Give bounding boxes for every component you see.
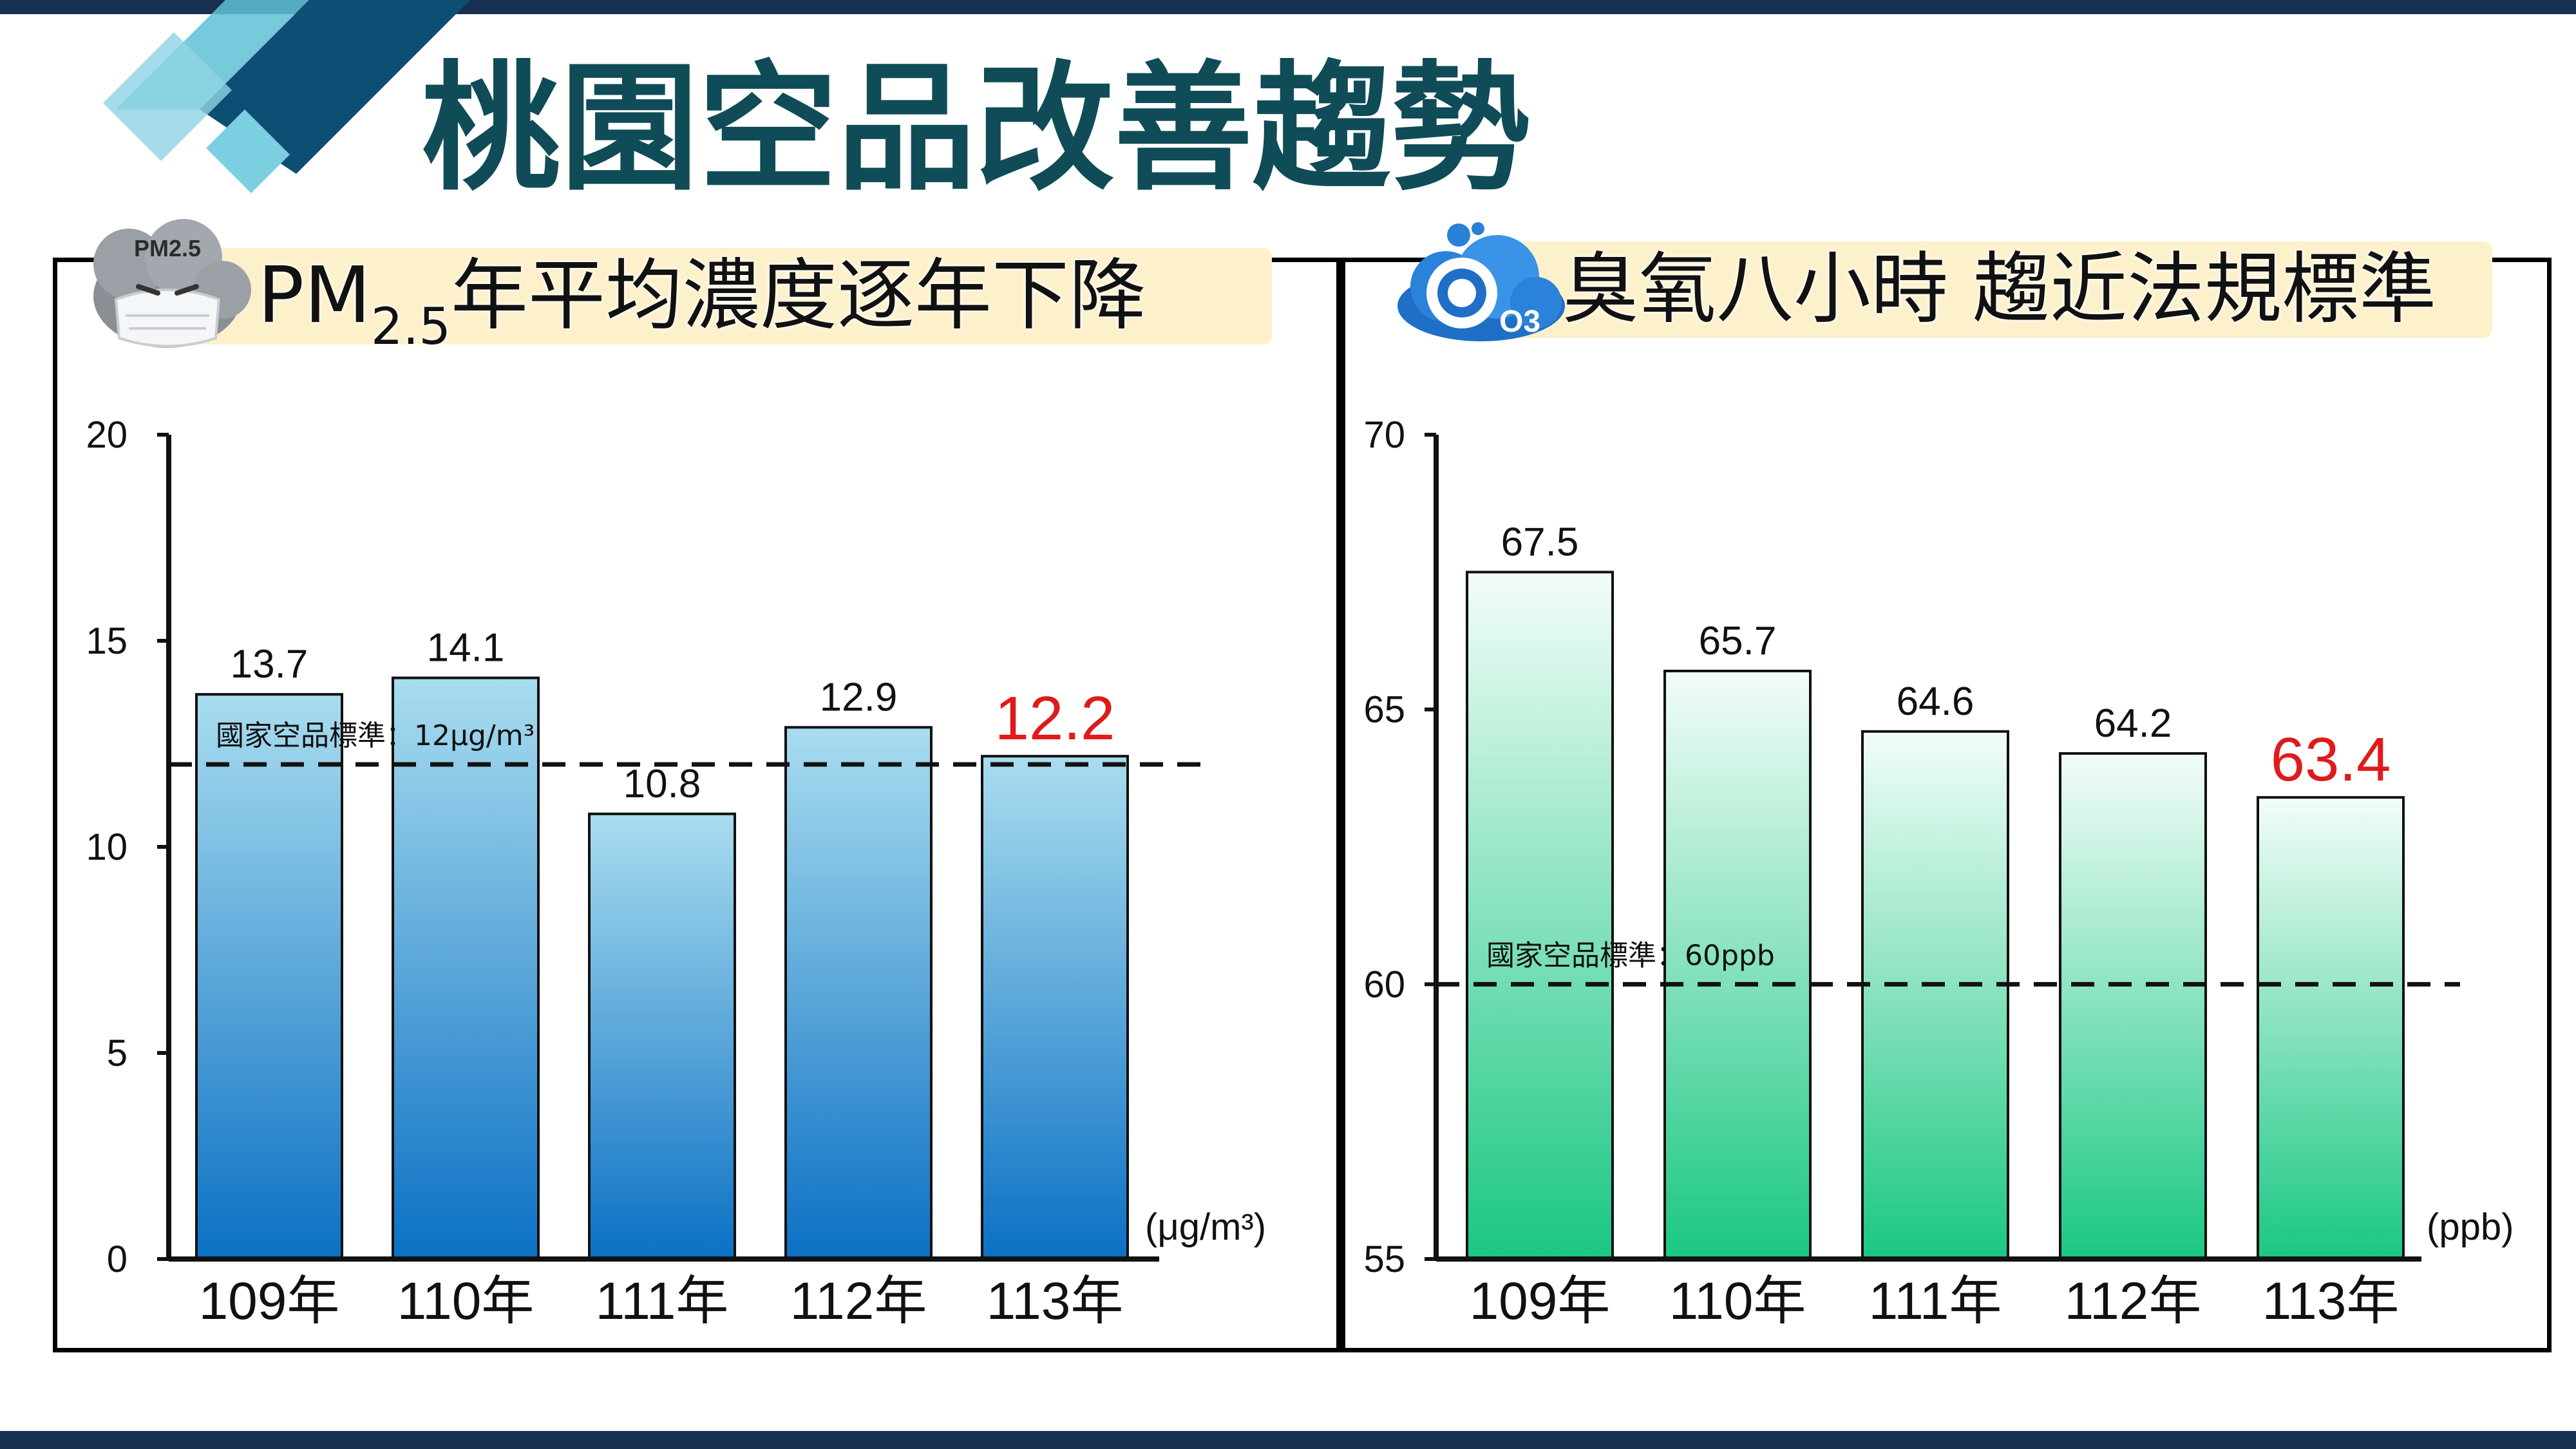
pm25-mask-cloud-icon: PM2.5 [93, 219, 251, 348]
pm-category-label: 110年 [397, 1272, 535, 1331]
o3-bar [2257, 796, 2405, 1260]
o3-y-tick-label: 70 [1363, 414, 1405, 456]
pm25-heading-subscript: 2.5 [370, 298, 451, 356]
pm-y-tick-label: 15 [86, 620, 128, 662]
pm-value-label: 12.2 [995, 684, 1115, 753]
pm-category-label: 112年 [790, 1272, 927, 1331]
pm25-heading: PM2.5年平均濃度逐年下降 [258, 248, 1146, 356]
o3-bar [2059, 752, 2207, 1260]
pm-y-tick-label: 5 [107, 1032, 128, 1074]
o3-y-tick-label: 55 [1363, 1238, 1405, 1280]
pm-value-label: 12.9 [820, 675, 898, 719]
pm-category-label: 109年 [199, 1272, 340, 1331]
o3-category-label: 110年 [1669, 1272, 1806, 1331]
o3-y-tick-label: 65 [1363, 689, 1405, 731]
pm-bar [588, 812, 736, 1261]
o3-cloud-icon: O3 [1397, 222, 1565, 341]
top-header-bar [0, 0, 2576, 14]
pm-bar [981, 755, 1129, 1260]
o3-category-label: 113年 [2262, 1272, 2400, 1331]
pm-bar [195, 693, 343, 1260]
o3-y-tick-label: 60 [1363, 963, 1405, 1005]
o3-unit-label: (ppb) [2427, 1206, 2514, 1248]
o3-category-label: 112年 [2065, 1272, 2202, 1331]
pm-reference-label: 國家空品標準：12μg/m³ [216, 719, 535, 752]
pm-value-label: 10.8 [623, 762, 701, 806]
o3-value-label: 64.2 [2094, 701, 2172, 746]
o3-category-label: 109年 [1470, 1272, 1611, 1331]
pm-value-label: 13.7 [231, 642, 308, 687]
o3-value-label: 65.7 [1699, 619, 1777, 663]
o3-value-label: 67.5 [1501, 520, 1579, 564]
o3-bar [1663, 669, 1812, 1260]
pm-category-label: 111年 [596, 1272, 729, 1331]
o3-value-label: 63.4 [2271, 725, 2391, 794]
decorative-diamonds [103, 0, 470, 193]
o3-reference-label: 國家空品標準：60ppb [1486, 939, 1775, 972]
pm-y-tick-label: 10 [86, 826, 128, 868]
pm-y-tick-label: 20 [86, 414, 128, 456]
o3-icon-text: O3 [1499, 305, 1540, 339]
pm-bar [784, 726, 933, 1260]
pm-value-label: 14.1 [427, 626, 505, 670]
ozone-heading-banner: 臭氧八小時 趨近法規標準 [1494, 242, 2492, 338]
o3-bar [1466, 571, 1614, 1260]
pm25-icon-text: PM2.5 [134, 235, 201, 261]
o3-category-label: 111年 [1869, 1272, 2002, 1331]
o3-bar [1861, 730, 2009, 1261]
pm25-heading-rest: 年平均濃度逐年下降 [450, 251, 1146, 341]
pm25-heading-banner: PM2.5年平均濃度逐年下降 [187, 248, 1272, 356]
pm-unit-label: (μg/m³) [1145, 1206, 1266, 1248]
pm-y-tick-label: 0 [107, 1238, 128, 1280]
bottom-footer-bar [0, 1431, 2576, 1449]
o3-value-label: 64.6 [1897, 679, 1975, 724]
pm-category-label: 113年 [987, 1272, 1124, 1331]
ozone-heading: 臭氧八小時 趨近法規標準 [1562, 245, 2437, 334]
pm25-heading-main: PM [258, 251, 371, 341]
page-title: 桃園空品改善趨勢 [422, 48, 1530, 209]
